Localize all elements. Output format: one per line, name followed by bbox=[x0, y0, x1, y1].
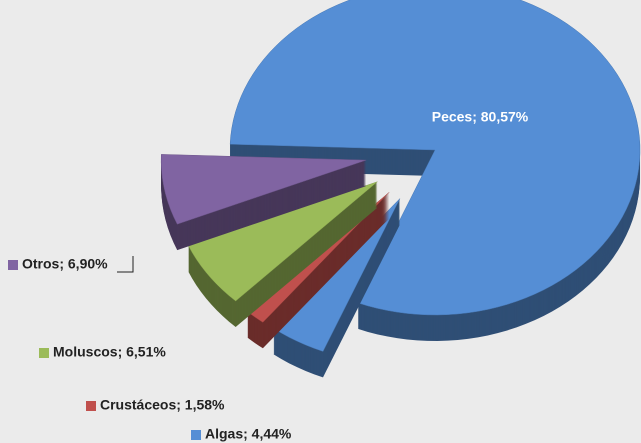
data-label: Peces; 80,57% bbox=[432, 109, 529, 125]
legend-key bbox=[8, 260, 18, 270]
legend-key bbox=[39, 348, 49, 358]
slice bbox=[160, 154, 367, 225]
data-label: Otros; 6,90% bbox=[22, 256, 108, 272]
slice bbox=[229, 0, 641, 316]
leader-line bbox=[117, 256, 134, 273]
data-label: Crustáceos; 1,58% bbox=[100, 397, 225, 413]
slice bbox=[188, 181, 378, 302]
data-label: Algas; 4,44% bbox=[205, 426, 292, 442]
data-label: Moluscos; 6,51% bbox=[53, 344, 166, 360]
legend-key bbox=[191, 430, 201, 440]
legend-key bbox=[86, 401, 96, 411]
